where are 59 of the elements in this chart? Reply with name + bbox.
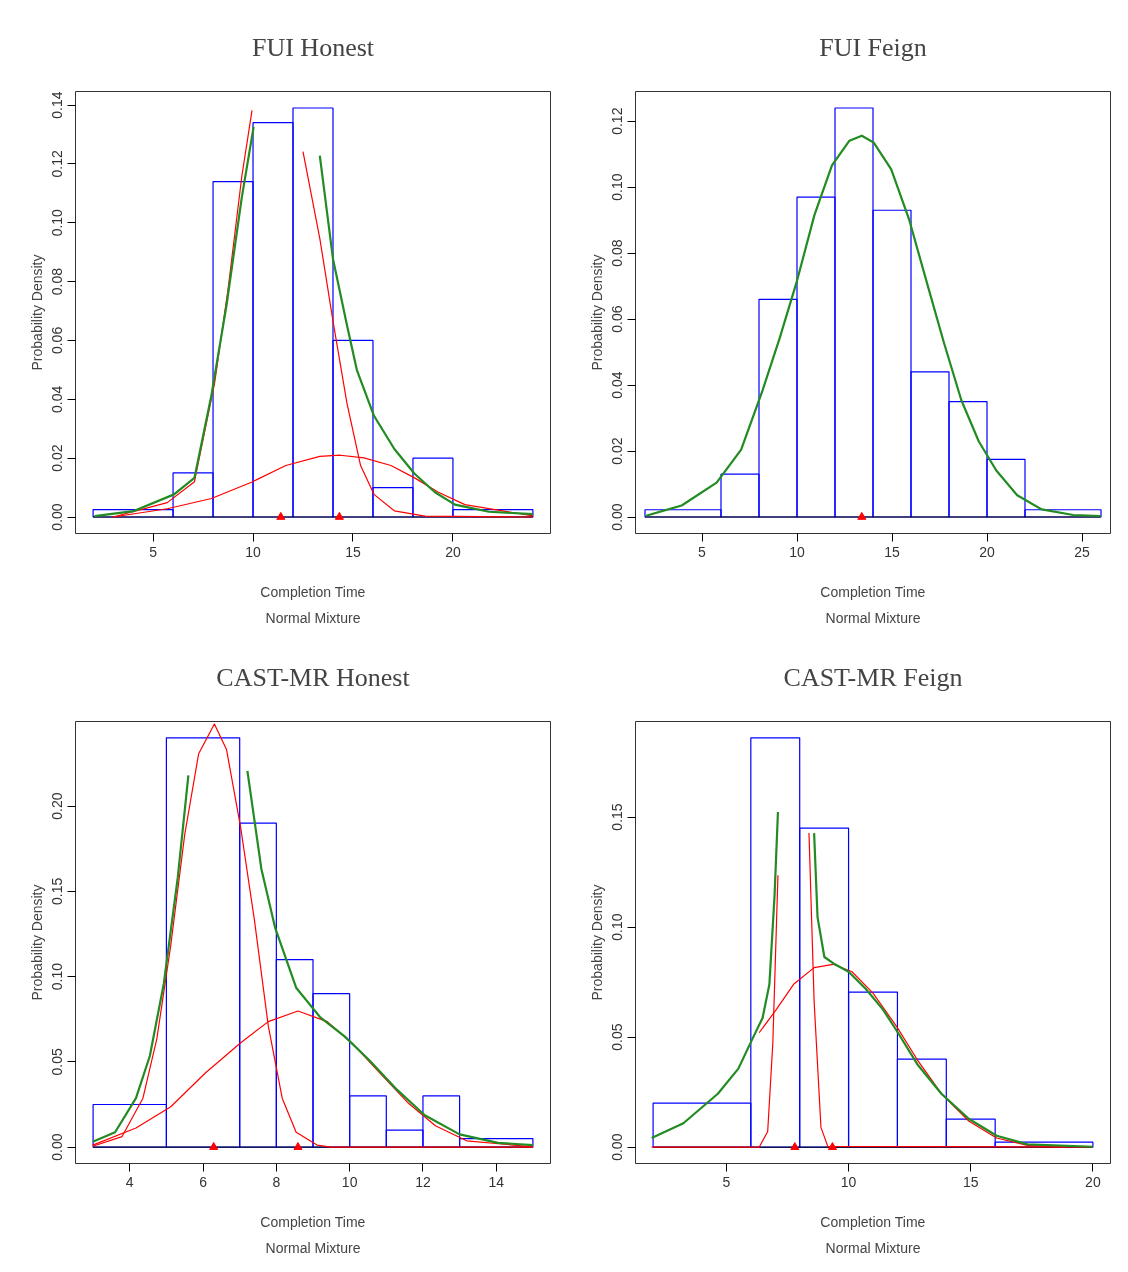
y-tick-label: 0.02 <box>609 437 626 465</box>
text: Normal Mixture <box>265 609 361 626</box>
y-axis-title: Probability Density <box>28 254 45 371</box>
x-tick-label: 10 <box>789 543 805 560</box>
chart-title: CAST-MR Honest <box>216 662 411 692</box>
y-axis-title: Probability Density <box>588 884 605 1001</box>
y-tick-label: 0.00 <box>49 1133 66 1161</box>
x-tick-label: 6 <box>199 1173 208 1190</box>
chart-title: FUI Feign <box>819 32 927 62</box>
y-axis-title: Probability Density <box>588 254 605 371</box>
y-tick-label: 0.10 <box>609 173 626 201</box>
y-tick-label: 0.04 <box>609 371 626 399</box>
x-axis-title: Completion Time <box>260 583 366 600</box>
x-tick-label: 25 <box>1074 543 1090 560</box>
x-axis-title: Completion Time <box>820 583 926 600</box>
x-tick-label: 5 <box>698 543 707 560</box>
x-tick-label: 15 <box>345 543 361 560</box>
x-tick-label: 5 <box>722 1173 731 1190</box>
y-tick-label: 0.10 <box>49 208 66 237</box>
y-tick-label: 0.02 <box>49 444 66 472</box>
y-tick-label: 0.05 <box>609 1023 626 1051</box>
x-tick-label: 4 <box>125 1173 134 1190</box>
chart-title: CAST-MR Feign <box>783 662 963 692</box>
y-axis-title: Probability Density <box>28 884 45 1001</box>
x-tick-label: 10 <box>341 1173 358 1190</box>
y-tick-label: 0.10 <box>609 913 626 941</box>
x-tick-label: 12 <box>415 1173 431 1190</box>
y-tick-label: 0.20 <box>49 792 66 820</box>
x-tick-label: 20 <box>1085 1173 1101 1190</box>
text: Normal Mixture <box>825 609 921 626</box>
x-tick-label: 15 <box>962 1173 979 1190</box>
x-axis-title: Completion Time <box>260 1213 366 1230</box>
y-tick-label: 0.10 <box>49 962 66 991</box>
text: Normal Mixture <box>265 1239 361 1256</box>
y-tick-label: 0.04 <box>49 385 66 413</box>
y-tick-label: 0.15 <box>49 877 66 905</box>
y-tick-label: 0.12 <box>609 107 626 135</box>
y-tick-label: 0.00 <box>49 503 66 531</box>
x-tick-label: 20 <box>445 543 461 560</box>
y-tick-label: 0.00 <box>609 1133 626 1161</box>
chart-title: FUI Honest <box>251 32 375 62</box>
y-tick-label: 0.14 <box>49 91 66 119</box>
y-tick-label: 0.08 <box>49 267 66 296</box>
y-tick-label: 0.05 <box>49 1048 66 1076</box>
text: Normal Mixture <box>825 1239 921 1256</box>
y-tick-label: 0.15 <box>609 803 626 831</box>
x-tick-label: 14 <box>488 1173 505 1190</box>
x-tick-label: 5 <box>149 543 158 560</box>
y-tick-label: 0.06 <box>49 326 66 355</box>
x-axis-title: Completion Time <box>820 1213 926 1230</box>
y-tick-label: 0.06 <box>609 305 626 333</box>
y-tick-label: 0.00 <box>609 503 626 531</box>
y-tick-label: 0.12 <box>49 150 66 178</box>
x-tick-label: 15 <box>884 543 900 560</box>
x-tick-label: 10 <box>840 1173 857 1190</box>
x-tick-label: 8 <box>272 1173 281 1190</box>
x-tick-label: 10 <box>245 543 262 560</box>
x-tick-label: 20 <box>979 543 995 560</box>
y-tick-label: 0.08 <box>609 239 626 267</box>
